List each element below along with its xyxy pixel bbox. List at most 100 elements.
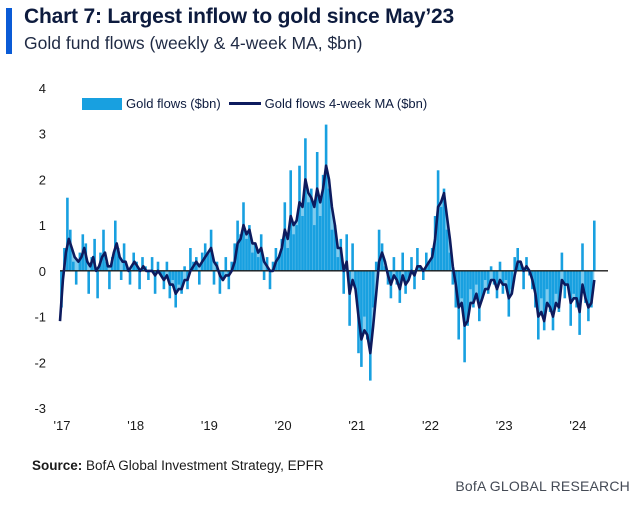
x-tick-label: '22 bbox=[422, 418, 439, 433]
flow-bar bbox=[492, 270, 496, 285]
flow-bar bbox=[522, 270, 525, 290]
y-tick-label: 2 bbox=[39, 172, 46, 187]
y-tick-label: -2 bbox=[34, 355, 46, 370]
flow-bar bbox=[481, 270, 484, 299]
flow-bar bbox=[156, 261, 160, 271]
flow-bar bbox=[401, 252, 404, 271]
flow-bar bbox=[268, 270, 272, 290]
flow-bar bbox=[183, 266, 186, 271]
flow-bar bbox=[342, 270, 345, 294]
source-note: Source: BofA Global Investment Strategy,… bbox=[32, 458, 324, 473]
flow-bar bbox=[537, 270, 540, 340]
flow-bar bbox=[150, 257, 154, 271]
flow-bar bbox=[425, 252, 428, 271]
flow-bar bbox=[560, 252, 564, 271]
chart-canvas: -3 -2 -1 0 1 2 3 4 '17 '18 '19 '20 '21 '22 '23 '24 bbox=[34, 81, 608, 433]
flow-bar bbox=[510, 270, 514, 290]
legend-item-line: Gold flows 4-week MA ($bn) bbox=[228, 96, 428, 111]
flow-bar bbox=[551, 270, 555, 331]
flow-bar bbox=[354, 270, 357, 290]
flow-bar bbox=[575, 270, 578, 308]
flow-bar bbox=[374, 261, 378, 271]
flow-bar bbox=[310, 188, 313, 271]
flow-bar bbox=[87, 270, 90, 294]
flow-bar bbox=[280, 238, 284, 271]
flow-bar bbox=[548, 270, 552, 312]
flow-bar bbox=[466, 270, 469, 326]
flow-bar bbox=[478, 270, 481, 322]
flow-bar bbox=[96, 270, 99, 299]
flow-bar bbox=[483, 270, 487, 280]
legend-item-bars: Gold flows ($bn) bbox=[82, 96, 221, 111]
flow-bar bbox=[439, 206, 443, 271]
flow-bar bbox=[102, 229, 105, 271]
flow-bar bbox=[330, 229, 334, 271]
flow-bar bbox=[513, 257, 516, 271]
flow-bar bbox=[504, 270, 508, 280]
flow-bar bbox=[292, 234, 295, 271]
flow-bar bbox=[298, 165, 301, 271]
flow-bar bbox=[301, 216, 304, 271]
flow-bar bbox=[165, 261, 169, 271]
y-tick-label: 4 bbox=[39, 81, 46, 96]
flow-bar bbox=[262, 270, 266, 280]
chart-legend: Gold flows ($bn) Gold flows 4-week MA ($… bbox=[82, 96, 427, 111]
flow-bar bbox=[584, 270, 587, 303]
flow-bar bbox=[369, 270, 372, 381]
flow-bar bbox=[448, 252, 452, 271]
y-tick-label: 3 bbox=[39, 127, 46, 142]
flow-bar bbox=[392, 257, 396, 271]
flow-bar bbox=[218, 270, 222, 294]
flow-bar bbox=[321, 174, 325, 271]
flow-bar bbox=[271, 261, 275, 271]
flow-bar bbox=[460, 270, 463, 299]
y-tick-label: -1 bbox=[34, 310, 46, 325]
flow-bar bbox=[180, 270, 183, 294]
flow-bar bbox=[122, 243, 126, 271]
flow-bar bbox=[72, 261, 75, 271]
flow-bar bbox=[554, 270, 558, 294]
flow-bar bbox=[545, 270, 549, 290]
flow-bar bbox=[221, 270, 225, 280]
legend-label-line: Gold flows 4-week MA ($bn) bbox=[264, 96, 428, 111]
flow-bar bbox=[407, 270, 410, 280]
flow-bar bbox=[147, 270, 150, 280]
flow-bar bbox=[74, 270, 78, 285]
flow-bar bbox=[542, 270, 546, 331]
flow-bar bbox=[189, 248, 192, 271]
flow-bar bbox=[286, 248, 289, 271]
flow-bar bbox=[525, 257, 528, 271]
y-tick-label: 1 bbox=[39, 218, 46, 233]
flow-bar bbox=[251, 252, 254, 271]
flow-bar bbox=[227, 270, 231, 290]
flow-bar bbox=[519, 261, 522, 271]
flow-bar bbox=[587, 270, 590, 322]
flow-bar bbox=[489, 266, 493, 271]
flow-bar bbox=[313, 225, 316, 271]
x-tick-label: '21 bbox=[348, 418, 365, 433]
flow-bar bbox=[277, 257, 281, 271]
x-tick-label: '19 bbox=[201, 418, 218, 433]
flow-bar bbox=[198, 270, 201, 285]
flow-bar bbox=[336, 257, 340, 271]
flow-bar bbox=[360, 270, 363, 367]
flow-bar bbox=[105, 261, 108, 271]
flow-bar bbox=[206, 252, 210, 271]
flow-bar bbox=[380, 243, 384, 271]
flow-bar bbox=[108, 270, 111, 290]
flow-bar bbox=[128, 270, 132, 285]
legend-label-bars: Gold flows ($bn) bbox=[126, 96, 221, 111]
flow-bar bbox=[153, 270, 157, 294]
flow-bar bbox=[422, 270, 425, 280]
flow-bar bbox=[224, 257, 228, 271]
flow-bar bbox=[256, 257, 260, 271]
flow-bar bbox=[138, 270, 141, 290]
flow-bar bbox=[593, 220, 596, 271]
flow-bar bbox=[416, 248, 419, 271]
flow-bar bbox=[93, 238, 96, 271]
flow-bar bbox=[230, 261, 233, 271]
flow-bar bbox=[410, 257, 413, 271]
flow-bar bbox=[486, 270, 490, 294]
flow-bar bbox=[174, 270, 177, 308]
flow-bar bbox=[348, 270, 351, 326]
